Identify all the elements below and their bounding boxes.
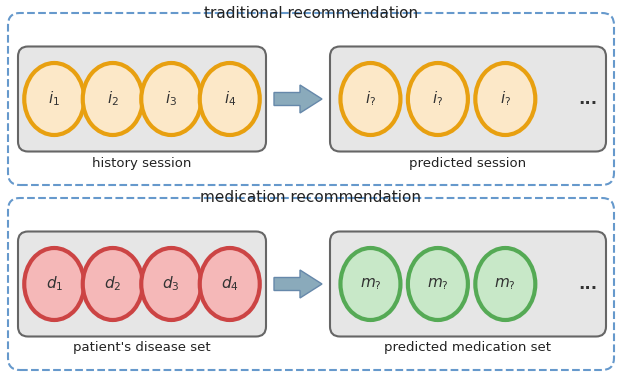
Text: $i_{?}$: $i_{?}$ <box>432 90 443 108</box>
Text: $d_{3}$: $d_{3}$ <box>162 275 180 293</box>
FancyBboxPatch shape <box>330 46 606 152</box>
Polygon shape <box>274 85 322 113</box>
Text: $i_{3}$: $i_{3}$ <box>165 90 177 108</box>
Ellipse shape <box>475 248 536 320</box>
Ellipse shape <box>83 248 143 320</box>
FancyBboxPatch shape <box>18 46 266 152</box>
Ellipse shape <box>408 248 468 320</box>
Text: $d_{1}$: $d_{1}$ <box>45 275 63 293</box>
Text: $i_{?}$: $i_{?}$ <box>365 90 376 108</box>
Ellipse shape <box>340 248 401 320</box>
FancyBboxPatch shape <box>330 231 606 337</box>
Text: $i_{1}$: $i_{1}$ <box>49 90 60 108</box>
Ellipse shape <box>141 248 202 320</box>
Ellipse shape <box>83 63 143 135</box>
Ellipse shape <box>200 248 260 320</box>
Text: $i_{2}$: $i_{2}$ <box>107 90 119 108</box>
FancyBboxPatch shape <box>18 231 266 337</box>
Ellipse shape <box>24 248 84 320</box>
Ellipse shape <box>340 63 401 135</box>
Text: ...: ... <box>578 275 598 293</box>
Text: ...: ... <box>578 90 598 108</box>
Ellipse shape <box>408 63 468 135</box>
Text: $m_{?}$: $m_{?}$ <box>360 276 381 292</box>
Text: patient's disease set: patient's disease set <box>73 342 211 355</box>
Text: predicted session: predicted session <box>409 157 527 169</box>
Text: history session: history session <box>92 157 192 169</box>
Text: $i_{?}$: $i_{?}$ <box>499 90 511 108</box>
Text: traditional recommendation: traditional recommendation <box>204 6 418 21</box>
Text: $d_{2}$: $d_{2}$ <box>104 275 121 293</box>
Text: predicted medication set: predicted medication set <box>384 342 552 355</box>
Ellipse shape <box>141 63 202 135</box>
Text: $m_{?}$: $m_{?}$ <box>427 276 448 292</box>
Text: $d_{4}$: $d_{4}$ <box>221 275 239 293</box>
Ellipse shape <box>24 63 84 135</box>
Polygon shape <box>274 270 322 298</box>
Text: medication recommendation: medication recommendation <box>200 190 422 205</box>
Text: $i_{4}$: $i_{4}$ <box>223 90 236 108</box>
Text: $m_{?}$: $m_{?}$ <box>494 276 516 292</box>
Ellipse shape <box>200 63 260 135</box>
Ellipse shape <box>475 63 536 135</box>
